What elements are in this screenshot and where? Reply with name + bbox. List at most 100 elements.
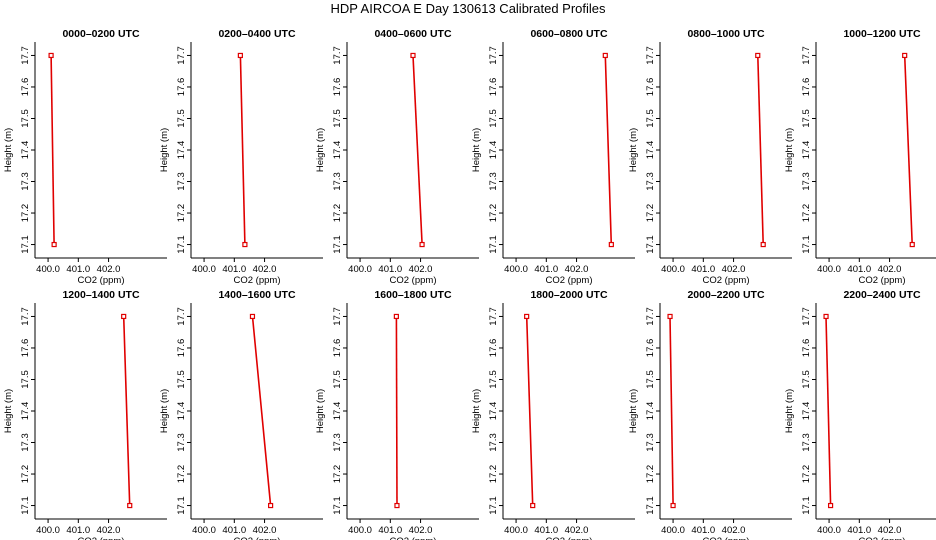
y-tick-label: 17.5	[645, 109, 656, 128]
x-axis-label: CO2 (ppm)	[390, 536, 437, 540]
data-point	[410, 52, 416, 59]
y-tick-label: 17.3	[20, 433, 31, 452]
x-tick-label: 401.0	[847, 264, 871, 275]
x-axis-label: CO2 (ppm)	[546, 275, 593, 286]
y-tick-label: 17.7	[332, 46, 343, 65]
y-tick-label: 17.4	[20, 141, 31, 160]
y-tick-label: 17.4	[20, 402, 31, 421]
x-axis-label: CO2 (ppm)	[78, 536, 125, 540]
y-axis-label: Height (m)	[315, 389, 326, 433]
x-tick-label: 402.0	[878, 264, 902, 275]
y-tick-label: 17.3	[20, 172, 31, 191]
profile-line	[757, 55, 764, 245]
y-tick-label: 17.2	[801, 465, 812, 484]
x-tick-label: 400.0	[36, 525, 60, 536]
x-tick-label: 402.0	[409, 525, 433, 536]
y-tick-label: 17.4	[488, 141, 499, 160]
y-tick-label: 17.4	[332, 402, 343, 421]
data-point	[760, 241, 766, 248]
x-tick-label: 402.0	[97, 525, 121, 536]
y-tick-label: 17.3	[801, 433, 812, 452]
y-tick-label: 17.7	[645, 46, 656, 65]
y-tick-label: 17.4	[645, 402, 656, 421]
y-tick-label: 17.2	[488, 204, 499, 223]
y-tick-label: 17.3	[332, 433, 343, 452]
data-point	[237, 52, 243, 59]
data-point	[902, 52, 908, 59]
y-tick-label: 17.1	[176, 496, 187, 514]
panel-title: 0200–0400 UTC	[218, 28, 295, 40]
x-axis-label: CO2 (ppm)	[859, 275, 906, 286]
y-tick-label: 17.2	[488, 465, 499, 484]
y-tick-label: 17.1	[176, 235, 187, 254]
data-point	[827, 502, 834, 509]
y-axis-label: Height (m)	[784, 389, 795, 433]
y-tick-label: 17.3	[645, 172, 656, 191]
x-tick-label: 402.0	[878, 525, 902, 536]
y-axis-label: Height (m)	[3, 128, 14, 172]
y-tick-label: 17.6	[332, 78, 343, 97]
y-tick-label: 17.6	[488, 339, 499, 358]
profile-line	[239, 55, 246, 245]
data-point	[667, 313, 673, 320]
data-point	[268, 502, 274, 509]
data-point	[48, 52, 54, 59]
x-tick-label: 401.0	[222, 264, 246, 275]
x-tick-label: 401.0	[534, 264, 558, 275]
y-tick-label: 17.7	[20, 307, 31, 326]
x-axis-label: CO2 (ppm)	[390, 275, 437, 286]
x-axis-label: CO2 (ppm)	[703, 536, 750, 540]
y-tick-label: 17.2	[176, 465, 187, 484]
y-tick-label: 17.2	[20, 465, 31, 484]
y-tick-label: 17.5	[332, 109, 343, 128]
y-axis-label: Height (m)	[784, 128, 795, 172]
x-tick-label: 401.0	[691, 525, 715, 536]
y-tick-label: 17.4	[332, 141, 343, 160]
x-tick-label: 400.0	[504, 525, 528, 536]
x-axis-label: CO2 (ppm)	[234, 536, 281, 540]
y-axis-label: Height (m)	[471, 128, 482, 172]
x-tick-label: 401.0	[222, 525, 246, 536]
y-tick-label: 17.5	[488, 370, 499, 389]
x-tick-label: 402.0	[253, 525, 277, 536]
x-tick-label: 401.0	[691, 264, 715, 275]
y-axis-label: Height (m)	[628, 128, 639, 172]
x-tick-label: 400.0	[504, 264, 528, 275]
y-tick-label: 17.7	[801, 307, 812, 326]
y-tick-label: 17.3	[488, 172, 499, 191]
panel-title: 0800–1000 UTC	[687, 28, 764, 40]
data-point	[608, 241, 614, 248]
y-tick-label: 17.6	[645, 78, 656, 97]
x-tick-label: 400.0	[661, 264, 685, 275]
data-point	[419, 241, 425, 248]
y-tick-label: 17.5	[801, 370, 812, 389]
data-point	[249, 313, 256, 320]
profile-line	[122, 316, 131, 506]
y-tick-label: 17.4	[645, 141, 656, 160]
x-tick-label: 400.0	[661, 525, 685, 536]
y-tick-label: 17.7	[645, 307, 656, 326]
profile-line	[412, 55, 423, 245]
data-point	[242, 241, 248, 248]
y-tick-label: 17.3	[176, 433, 187, 452]
y-tick-label: 17.4	[176, 141, 187, 160]
y-tick-label: 17.7	[488, 46, 499, 65]
data-point	[394, 502, 400, 509]
x-axis-label: CO2 (ppm)	[546, 536, 593, 540]
y-tick-label: 17.7	[801, 46, 812, 65]
y-tick-label: 17.2	[645, 204, 656, 223]
data-point	[602, 52, 608, 59]
y-tick-label: 17.3	[488, 433, 499, 452]
y-tick-label: 17.6	[488, 78, 499, 97]
y-tick-label: 17.1	[20, 235, 31, 254]
x-tick-label: 401.0	[66, 264, 90, 275]
x-tick-label: 401.0	[66, 525, 90, 536]
